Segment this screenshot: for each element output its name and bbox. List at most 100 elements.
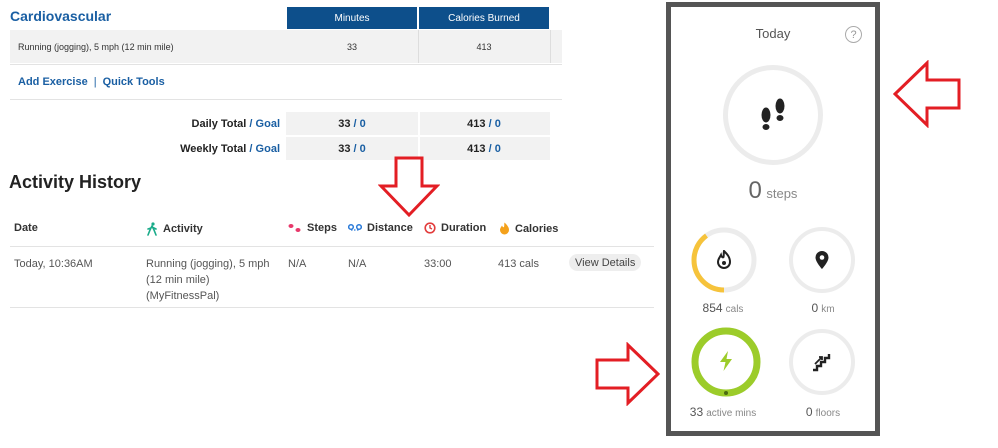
activity-source: (MyFitnessPal): [146, 290, 220, 302]
today-panel: Today ? 0 steps 854 cals 0 km: [666, 2, 880, 436]
calories-ring[interactable]: [689, 225, 759, 295]
km-unit: km: [821, 304, 835, 315]
exercise-calories: 413: [476, 41, 492, 52]
col-steps: Steps: [288, 222, 337, 234]
active-stat: 33 active mins: [621, 405, 825, 419]
weekly-minutes: 33 / 0: [286, 137, 418, 160]
history-steps: N/A: [288, 258, 307, 270]
history-duration: 33:00: [424, 258, 452, 270]
location-pin-icon: [815, 251, 829, 269]
weekly-minutes-goal: 0: [359, 142, 366, 155]
column-divider: [550, 30, 551, 63]
active-unit: active mins: [706, 408, 757, 419]
flame-icon: [716, 250, 732, 269]
slash: /: [249, 118, 253, 130]
clock-icon: [424, 222, 436, 234]
divider: [10, 246, 654, 247]
col-calories: Calories: [499, 222, 558, 235]
column-divider: [418, 112, 420, 160]
daily-total-label: Daily Total / Goal: [100, 118, 280, 130]
slash: /: [353, 142, 357, 155]
divider: [10, 64, 562, 65]
help-icon[interactable]: ?: [845, 26, 862, 43]
daily-minutes: 33 / 0: [286, 112, 418, 135]
divider: [10, 307, 654, 308]
history-calories: 413 cals: [498, 258, 539, 270]
km-stat: 0 km: [721, 301, 925, 315]
slash: /: [249, 143, 253, 155]
active-minutes-ring[interactable]: [689, 325, 763, 399]
floors-ring[interactable]: [789, 329, 855, 395]
daily-calories-value: 413: [467, 117, 486, 130]
col-date: Date: [14, 222, 38, 234]
exercise-name: Running (jogging), 5 mph (12 min mile): [18, 41, 174, 52]
daily-minutes-goal: 0: [359, 117, 366, 130]
col-activity: Activity: [146, 222, 203, 236]
cals-unit: cals: [725, 304, 744, 315]
weekly-minutes-value: 33: [338, 142, 351, 155]
walking-icon: [147, 222, 157, 236]
distance-icon: [348, 223, 362, 231]
cals-stat: 854 cals: [621, 301, 825, 315]
weekly-calories-goal: 0: [494, 142, 501, 155]
distance-ring[interactable]: [789, 227, 855, 293]
weekly-calories-value: 413: [467, 142, 486, 155]
floors-unit: floors: [815, 408, 841, 419]
slash: /: [488, 117, 492, 130]
cals-value: 854: [702, 301, 723, 315]
floors-stat: 0 floors: [721, 405, 925, 419]
steps-value: 0: [748, 177, 762, 204]
view-details-button[interactable]: View Details: [569, 254, 642, 271]
col-calories-label: Calories: [515, 222, 559, 235]
arrow-down-icon: [378, 156, 440, 218]
active-value: 33: [689, 405, 704, 419]
today-title: Today: [755, 26, 791, 41]
weekly-total-text: Weekly Total: [180, 143, 247, 155]
col-duration-label: Duration: [441, 222, 487, 234]
col-duration: Duration: [424, 222, 486, 234]
exercise-tools: Add Exercise | Quick Tools: [18, 76, 165, 88]
activity-history-title: Activity History: [9, 172, 142, 192]
goal-link[interactable]: Goal: [255, 143, 280, 155]
weekly-calories: 413 / 0: [418, 137, 550, 160]
arrow-left-icon: [893, 60, 961, 128]
km-value: 0: [811, 301, 819, 315]
lightning-bolt-icon: [720, 351, 732, 371]
activity-line: (12 min mile): [146, 274, 210, 286]
goal-link[interactable]: Goal: [255, 118, 280, 130]
activity-line: Running (jogging), 5 mph: [146, 258, 270, 270]
calories-burned-header: Calories Burned: [418, 6, 550, 30]
daily-calories-goal: 0: [494, 117, 501, 130]
daily-minutes-value: 33: [338, 117, 351, 130]
minutes-header: Minutes: [286, 6, 418, 30]
add-exercise-link[interactable]: Add Exercise: [18, 76, 88, 88]
weekly-total-label: Weekly Total / Goal: [100, 143, 280, 155]
steps-icon: [288, 224, 301, 232]
daily-total-text: Daily Total: [191, 118, 247, 130]
slash: /: [353, 117, 357, 130]
divider: [10, 99, 562, 100]
steps-ring[interactable]: [723, 65, 823, 165]
col-distance: Distance: [348, 222, 413, 234]
flame-icon: [500, 222, 509, 235]
cardio-title: Cardiovascular: [10, 8, 112, 24]
history-distance: N/A: [348, 258, 367, 270]
col-steps-label: Steps: [307, 222, 337, 234]
arrow-right-icon: [595, 342, 660, 406]
link-separator: |: [93, 76, 97, 88]
slash: /: [488, 142, 492, 155]
exercise-row: [10, 30, 562, 63]
col-date-label: Date: [14, 222, 38, 234]
daily-calories: 413 / 0: [418, 112, 550, 135]
floors-value: 0: [805, 405, 813, 419]
footprints-icon: [761, 98, 785, 130]
steps-stat: 0 steps: [671, 177, 875, 205]
stairs-icon: [813, 354, 831, 372]
col-activity-label: Activity: [163, 223, 203, 235]
history-date: Today, 10:36AM: [14, 258, 93, 270]
column-divider: [418, 30, 419, 63]
quick-tools-link[interactable]: Quick Tools: [102, 76, 165, 88]
exercise-minutes: 33: [346, 41, 357, 52]
history-activity: Running (jogging), 5 mph (12 min mile) (…: [146, 256, 270, 304]
col-distance-label: Distance: [367, 222, 413, 234]
